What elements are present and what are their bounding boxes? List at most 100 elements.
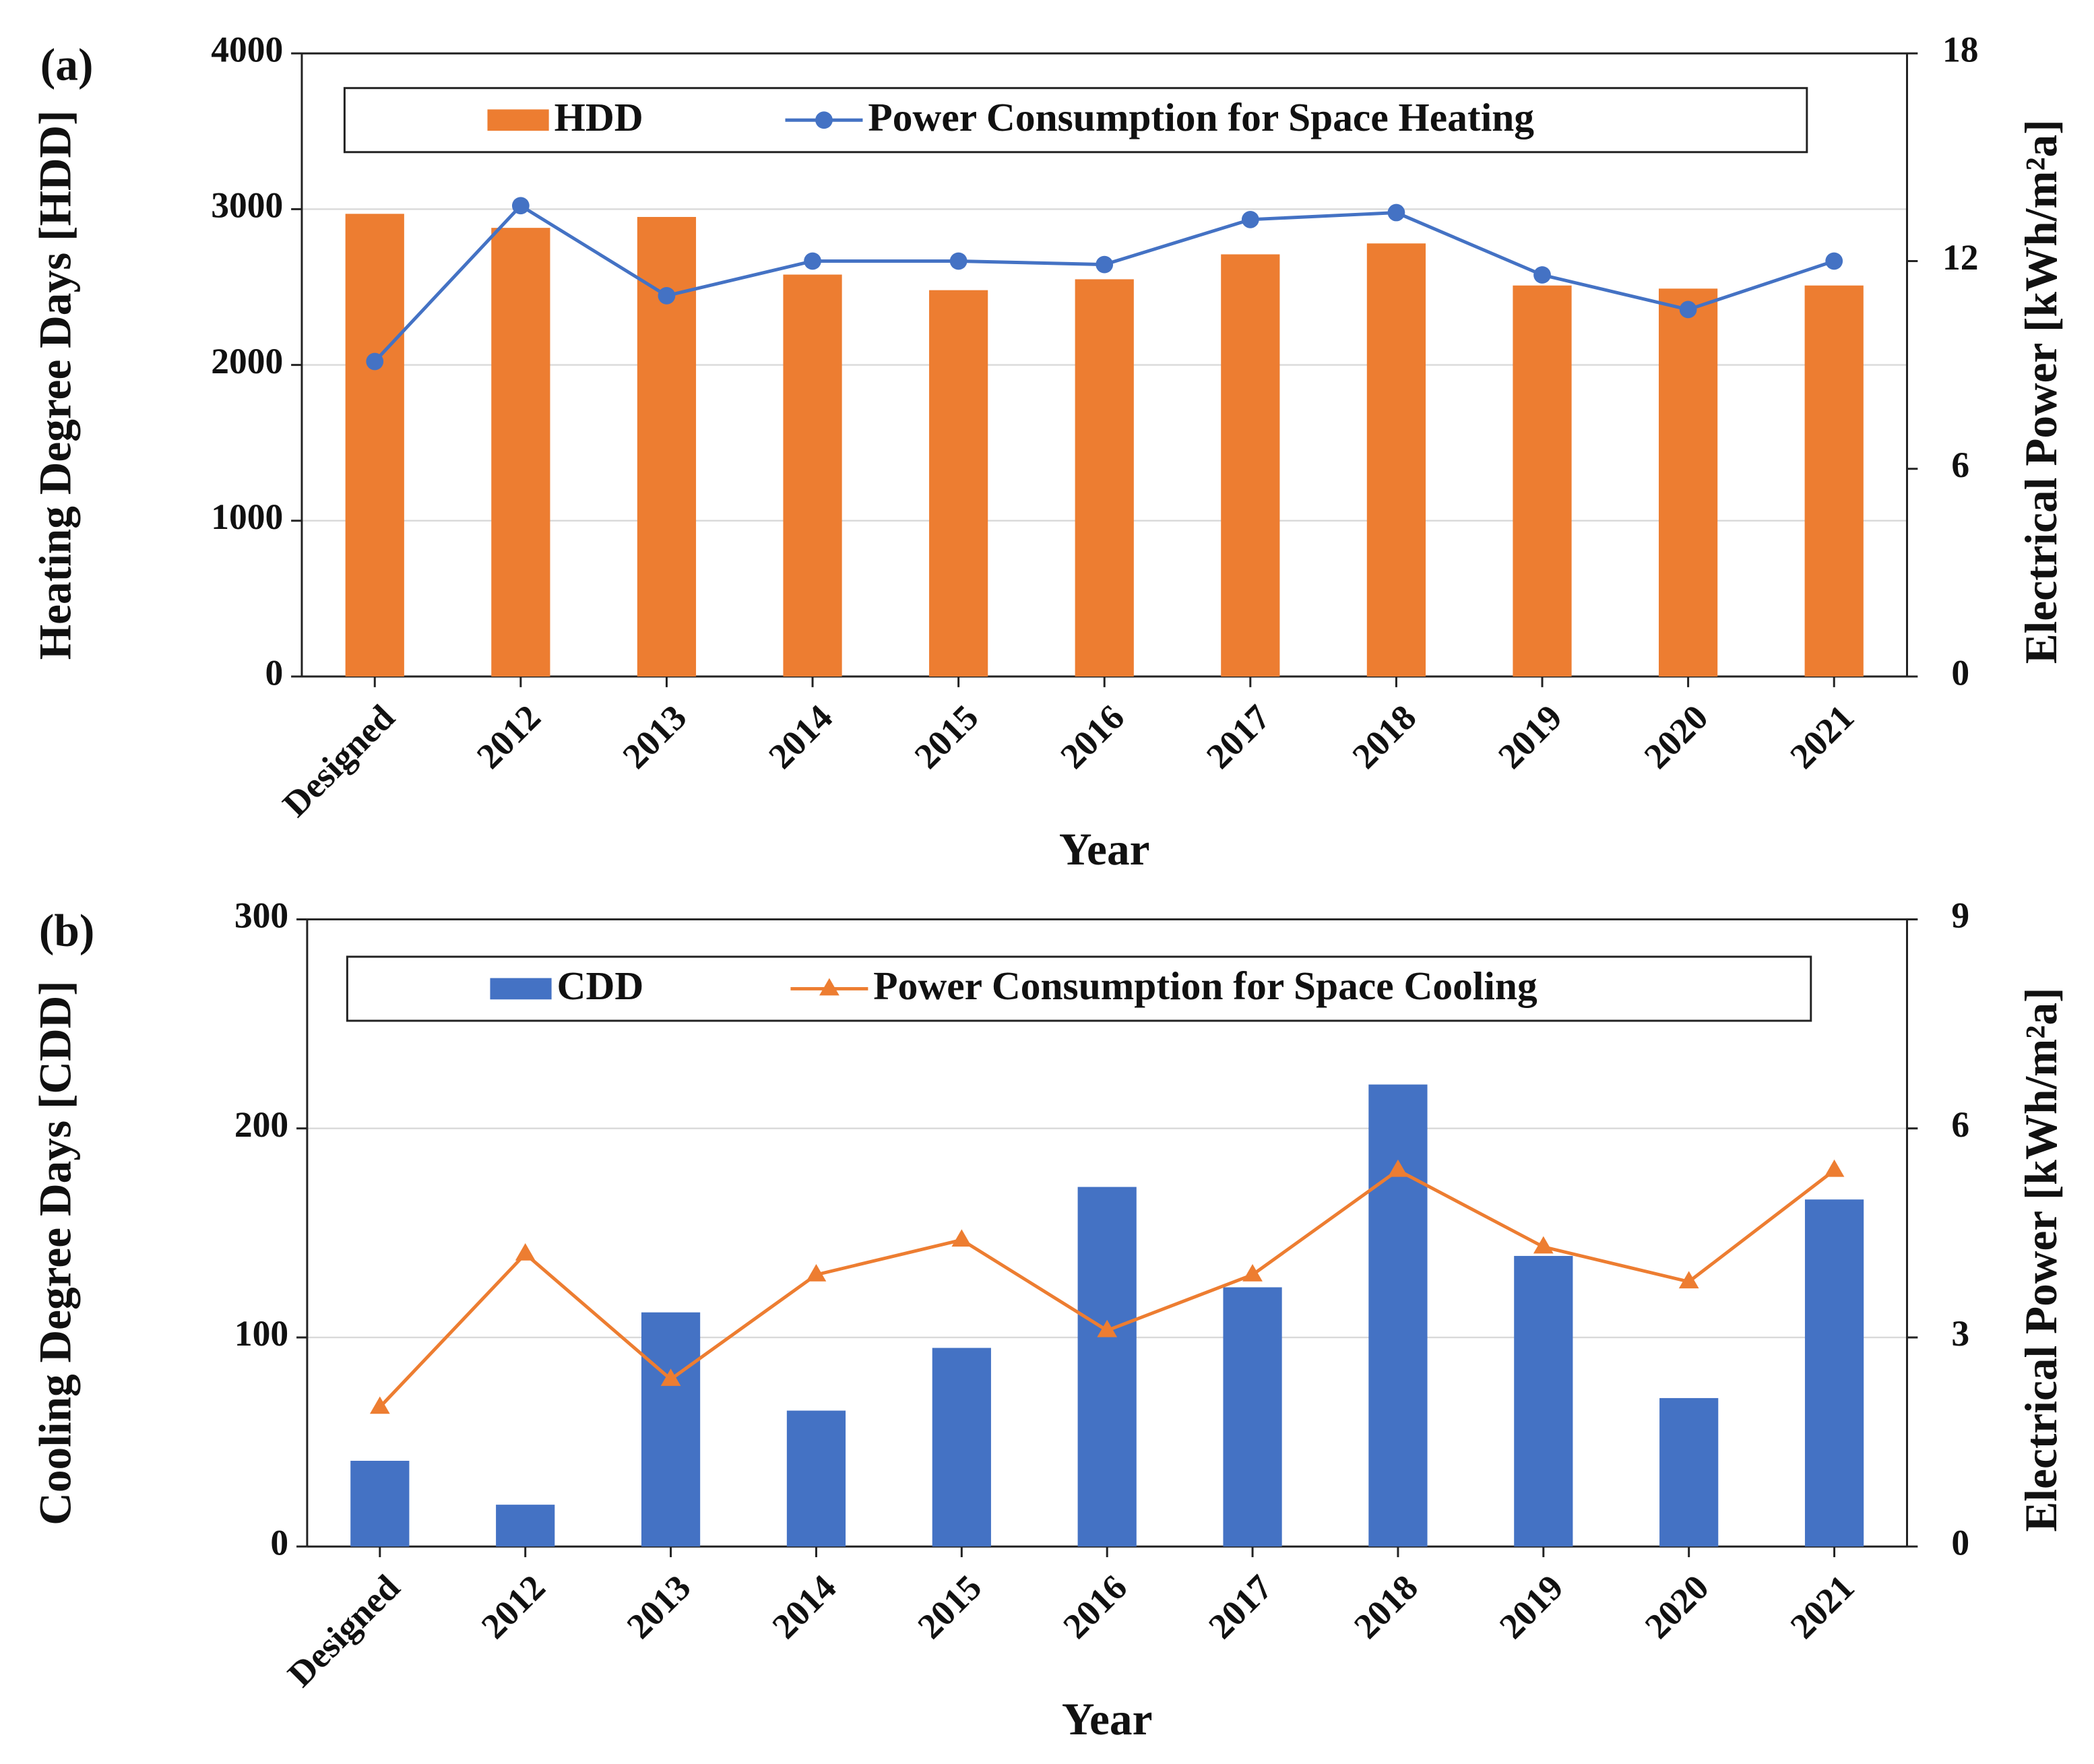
panel: 0 100 200 300 0 3 6 9 Designed 2012 2013 2014 2015 20… [30,895,2066,1744]
bar [1659,1397,1719,1547]
y-tick-label: 3000 [211,185,283,226]
bar [496,1505,555,1547]
y2-axis-title: Electrical Power [kWh/m²a] [2016,119,2066,664]
x-tick-label: 2017 [1201,1567,1280,1646]
line-marker [660,1368,681,1386]
bar [350,1461,410,1547]
x-tick-label: Designed [275,697,403,825]
line-marker [1096,255,1114,274]
line-marker [1533,266,1551,284]
y2-tick-label: 0 [1951,1523,1969,1563]
y-tick-label: 0 [265,652,283,693]
bar [1075,279,1134,677]
x-tick-label: 2012 [474,1567,553,1646]
bar [1366,243,1426,677]
x-tick-label: 2016 [1055,1567,1135,1646]
panel-label: (a) [40,39,94,90]
bar [932,1348,991,1547]
line-marker [1097,1319,1118,1337]
y2-tick-label: 3 [1951,1313,1969,1354]
y-tick-label: 300 [234,895,288,936]
line-marker [1242,1264,1263,1282]
x-tick-label: Designed [280,1567,408,1695]
bar [1077,1187,1137,1547]
y2-axis-title: Electrical Power [kWh/m²a] [2016,987,2066,1532]
x-axis-title: Year [1062,1694,1153,1744]
y-tick-label: 2000 [211,341,283,381]
bar [1368,1084,1428,1547]
x-tick-label: 2013 [614,697,694,776]
line-marker [1824,1159,1845,1177]
line-marker [366,352,384,371]
bar [641,1312,701,1547]
x-tick-label: 2019 [1490,697,1570,776]
legend-marker [819,978,839,996]
legend-label: Power Consumption for Space Cooling [873,964,1537,1008]
y2-tick-label: 6 [1951,1104,1969,1145]
bar [1804,1199,1864,1547]
bar [1513,285,1572,677]
line-marker [369,1396,390,1414]
line-marker [511,197,530,215]
panel: 0 1000 2000 3000 4000 0 6 12 18 Designed 2012 2013 2… [30,30,2066,875]
bar [929,290,988,677]
line-marker [1679,301,1697,319]
y2-tick-label: 6 [1951,445,1969,485]
line-marker [949,252,967,270]
bar [786,1410,846,1547]
y-tick-label: 0 [270,1523,288,1563]
legend-marker [815,111,833,129]
line-marker [658,286,676,305]
line-marker [1387,203,1405,222]
x-tick-label: 2017 [1199,697,1278,776]
x-tick-label: 2014 [761,697,840,776]
x-tick-label: 2012 [469,697,548,776]
y2-tick-label: 18 [1942,30,1979,70]
bar [783,274,842,677]
x-tick-label: 2014 [764,1567,844,1646]
bar [491,228,550,677]
y-tick-label: 1000 [211,497,283,537]
x-tick-label: 2013 [618,1567,698,1646]
x-tick-label: 2015 [906,697,986,776]
legend-label: HDD [554,95,643,139]
y2-tick-label: 9 [1951,895,1969,936]
x-tick-label: 2020 [1637,1567,1717,1646]
line-marker [1533,1236,1554,1254]
line-marker [1825,252,1843,270]
line-marker [1388,1159,1408,1177]
x-axis-title: Year [1059,824,1150,875]
legend-box [346,955,1812,1022]
y2-tick-label: 0 [1951,652,1969,693]
bar [637,216,697,677]
legend-label: Power Consumption for Space Heating [868,95,1534,139]
bar [1514,1255,1573,1547]
bar [1221,254,1280,677]
bar [1659,288,1718,677]
y-tick-label: 200 [234,1104,288,1145]
x-tick-label: 2018 [1346,1567,1426,1646]
legend-swatch [487,109,549,131]
line-marker [806,1264,827,1282]
x-tick-label: 2018 [1344,697,1424,776]
x-tick-label: 2021 [1782,1567,1862,1646]
x-tick-label: 2016 [1052,697,1132,776]
legend-label: CDD [557,964,644,1008]
bar [1223,1287,1282,1547]
legend-swatch [490,978,552,1000]
x-tick-label: 2019 [1492,1567,1571,1646]
line-marker [951,1229,972,1247]
y-tick-label: 100 [234,1313,288,1354]
y-tick-label: 4000 [211,30,283,70]
y2-tick-label: 12 [1942,237,1979,278]
x-tick-label: 2015 [910,1567,989,1646]
bar [345,214,404,677]
line-marker [515,1243,536,1261]
legend-box [343,87,1808,154]
panel-label: (b) [39,906,94,956]
y-axis-title: Cooling Degree Days [CDD] [30,980,81,1525]
bar [1804,285,1864,677]
x-tick-label: 2021 [1782,697,1862,776]
line-marker [1241,210,1259,228]
